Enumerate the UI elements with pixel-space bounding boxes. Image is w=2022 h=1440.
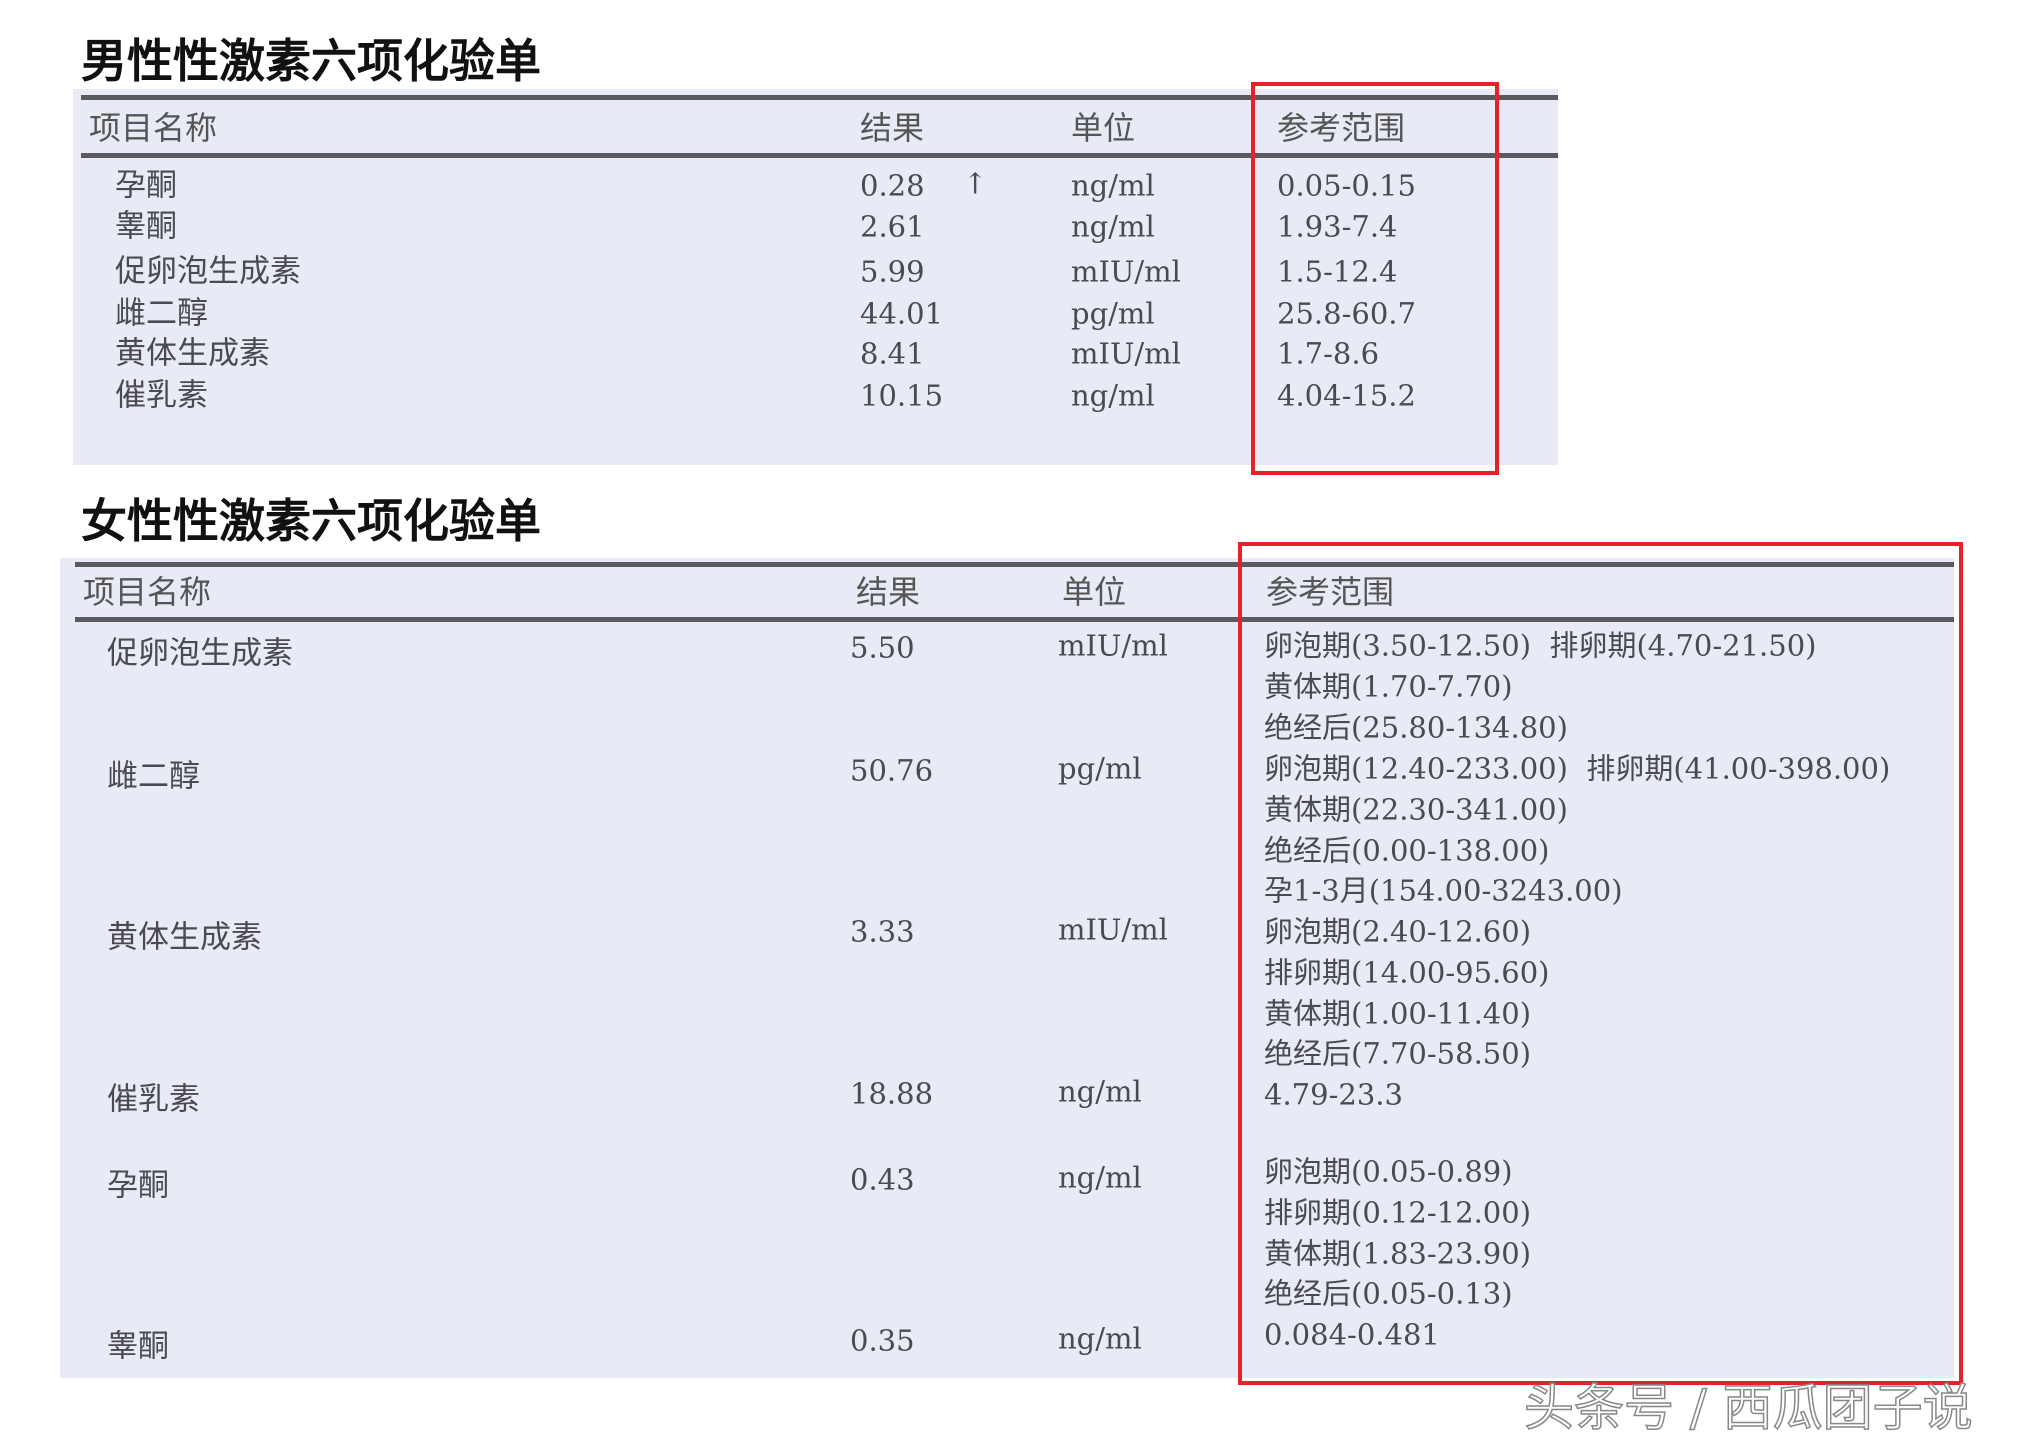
unit: mIU/ml — [1071, 336, 1181, 371]
result-value: 18.88 — [850, 1076, 934, 1111]
result-value: 44.01 — [860, 296, 944, 331]
item-name: 孕酮 — [115, 167, 177, 204]
reference-range-line: 4.79-23.3 — [1264, 1077, 1403, 1112]
divider — [75, 562, 1954, 567]
result-value: 0.35 — [850, 1323, 915, 1358]
item-name: 黄体生成素 — [115, 335, 270, 372]
result-value: 0.43 — [850, 1162, 915, 1197]
reference-range-line: 卵泡期(0.05-0.89) — [1264, 1154, 1513, 1189]
header-ref: 参考范围 — [1266, 573, 1395, 611]
item-name: 雌二醇 — [115, 295, 208, 332]
reference-range-line: 黄体期(22.30-341.00) — [1264, 792, 1568, 827]
female-report-panel: 项目名称 结果 单位 参考范围 促卵泡生成素 5.50 mIU/ml 卵泡期(3.50… — [60, 558, 1954, 1378]
item-name: 孕酮 — [107, 1167, 169, 1204]
unit: pg/ml — [1071, 296, 1155, 331]
reference-range-line: 排卵期(0.12-12.00) — [1264, 1195, 1532, 1230]
unit: ng/ml — [1058, 1074, 1142, 1109]
reference-range: 1.7-8.6 — [1277, 336, 1380, 371]
reference-range: 25.8-60.7 — [1277, 296, 1416, 331]
female-report-title: 女性性激素六项化验单 — [81, 494, 541, 548]
divider — [81, 153, 1558, 158]
item-name: 睾酮 — [115, 208, 177, 245]
header-unit: 单位 — [1062, 573, 1127, 611]
reference-range-line: 卵泡期(3.50-12.50) 排卵期(4.70-21.50) — [1264, 628, 1817, 663]
item-name: 促卵泡生成素 — [107, 635, 293, 672]
reference-range: 4.04-15.2 — [1277, 378, 1416, 413]
reference-range: 1.5-12.4 — [1277, 254, 1398, 289]
unit: pg/ml — [1058, 751, 1142, 786]
unit: mIU/ml — [1071, 254, 1181, 289]
male-ref-highlight-box — [1251, 82, 1499, 475]
result-value: 0.28 — [860, 168, 925, 203]
reference-range-line: 黄体期(1.00-11.40) — [1264, 996, 1532, 1031]
result-value: 8.41 — [860, 336, 925, 371]
reference-range-line: 绝经后(0.00-138.00) — [1264, 833, 1550, 868]
reference-range-line: 黄体期(1.70-7.70) — [1264, 669, 1513, 704]
header-result: 结果 — [860, 109, 925, 147]
unit: ng/ml — [1071, 378, 1155, 413]
reference-range-line: 绝经后(7.70-58.50) — [1264, 1036, 1532, 1071]
female-ref-highlight-box — [1238, 542, 1963, 1385]
unit: ng/ml — [1071, 209, 1155, 244]
reference-range-line: 卵泡期(2.40-12.60) — [1264, 914, 1532, 949]
reference-range-line: 孕1-3月(154.00-3243.00) — [1264, 873, 1623, 908]
item-name: 催乳素 — [115, 377, 208, 414]
item-name: 促卵泡生成素 — [115, 253, 301, 290]
header-name: 项目名称 — [83, 573, 212, 611]
header-name: 项目名称 — [89, 109, 218, 147]
reference-range-line: 绝经后(25.80-134.80) — [1264, 710, 1568, 745]
reference-range-line: 卵泡期(12.40-233.00) 排卵期(41.00-398.00) — [1264, 751, 1891, 786]
item-name: 催乳素 — [107, 1081, 200, 1118]
item-name: 雌二醇 — [107, 758, 200, 795]
watermark: 头条号 / 西瓜团子说 — [1523, 1378, 1973, 1438]
high-flag-arrow-icon: ↑ — [963, 166, 988, 201]
header-ref: 参考范围 — [1277, 109, 1406, 147]
header-result: 结果 — [856, 573, 921, 611]
result-value: 5.50 — [850, 630, 915, 665]
unit: ng/ml — [1058, 1321, 1142, 1356]
unit: mIU/ml — [1058, 912, 1168, 947]
item-name: 睾酮 — [107, 1328, 169, 1365]
item-name: 黄体生成素 — [107, 919, 262, 956]
reference-range: 1.93-7.4 — [1277, 209, 1398, 244]
unit: ng/ml — [1058, 1160, 1142, 1195]
divider — [81, 95, 1558, 100]
divider — [75, 617, 1954, 622]
unit: ng/ml — [1071, 168, 1155, 203]
reference-range-line: 黄体期(1.83-23.90) — [1264, 1236, 1532, 1271]
header-unit: 单位 — [1071, 109, 1136, 147]
result-value: 10.15 — [860, 378, 944, 413]
result-value: 3.33 — [850, 914, 915, 949]
reference-range-line: 绝经后(0.05-0.13) — [1264, 1276, 1513, 1311]
unit: mIU/ml — [1058, 628, 1168, 663]
reference-range-line: 0.084-0.481 — [1264, 1317, 1440, 1352]
reference-range-line: 排卵期(14.00-95.60) — [1264, 955, 1550, 990]
reference-range: 0.05-0.15 — [1277, 168, 1416, 203]
result-value: 2.61 — [860, 209, 925, 244]
male-report-title: 男性性激素六项化验单 — [81, 34, 541, 88]
male-report-panel: 项目名称 结果 单位 参考范围 孕酮 0.28 ↑ ng/ml 0.05-0.15 睾酮 2… — [73, 89, 1558, 465]
result-value: 5.99 — [860, 254, 925, 289]
result-value: 50.76 — [850, 753, 934, 788]
